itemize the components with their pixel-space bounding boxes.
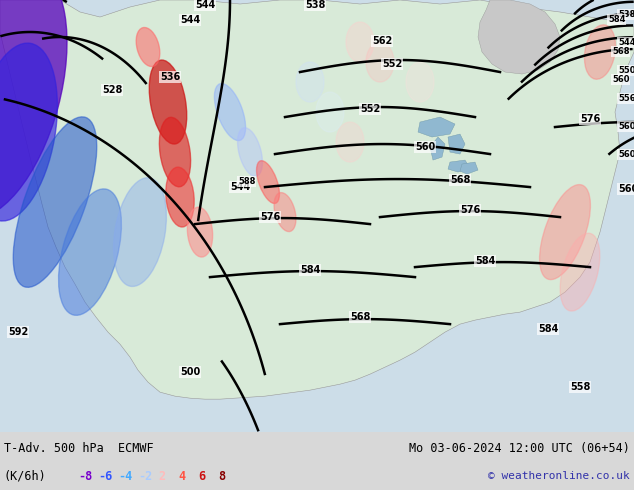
Ellipse shape (560, 233, 600, 311)
Ellipse shape (296, 62, 324, 102)
Text: 576: 576 (260, 212, 280, 222)
Text: 538: 538 (618, 10, 634, 19)
Ellipse shape (58, 189, 122, 316)
Text: 538: 538 (305, 0, 325, 10)
Ellipse shape (366, 42, 394, 82)
Polygon shape (478, 0, 560, 74)
Polygon shape (460, 162, 478, 174)
Text: 2: 2 (158, 469, 165, 483)
Ellipse shape (0, 0, 67, 219)
Polygon shape (418, 117, 455, 137)
Polygon shape (0, 0, 634, 399)
Ellipse shape (336, 122, 364, 162)
Text: 584: 584 (475, 256, 495, 266)
Text: 550: 550 (618, 66, 634, 75)
Text: 560: 560 (618, 184, 634, 194)
Ellipse shape (238, 128, 262, 176)
Text: -2: -2 (138, 469, 152, 483)
Ellipse shape (406, 62, 434, 102)
Ellipse shape (159, 117, 191, 187)
Text: 528: 528 (102, 85, 122, 95)
Text: 544: 544 (618, 38, 634, 47)
Text: 544: 544 (195, 0, 216, 10)
Text: 552: 552 (382, 59, 402, 69)
Text: 552: 552 (360, 104, 380, 114)
Text: 592: 592 (8, 327, 28, 337)
Text: -4: -4 (118, 469, 133, 483)
Polygon shape (448, 160, 470, 172)
Text: 568: 568 (350, 312, 370, 322)
Text: -8: -8 (78, 469, 93, 483)
Ellipse shape (113, 178, 166, 287)
Ellipse shape (346, 22, 374, 62)
Ellipse shape (214, 83, 245, 141)
Text: 556: 556 (618, 94, 634, 103)
Text: T-Adv. 500 hPa  ECMWF: T-Adv. 500 hPa ECMWF (4, 441, 153, 455)
Text: 560: 560 (618, 122, 634, 131)
Ellipse shape (188, 207, 212, 257)
Text: 576: 576 (580, 114, 600, 124)
Polygon shape (448, 134, 465, 154)
Ellipse shape (149, 60, 187, 144)
Text: 8: 8 (218, 469, 225, 483)
Text: Mo 03-06-2024 12:00 UTC (06+54): Mo 03-06-2024 12:00 UTC (06+54) (409, 441, 630, 455)
Text: 500: 500 (180, 367, 200, 377)
Text: 584: 584 (300, 265, 320, 275)
Text: 6: 6 (198, 469, 205, 483)
Text: 584: 584 (608, 15, 626, 24)
Text: 560: 560 (612, 75, 630, 84)
Text: 576: 576 (460, 205, 480, 215)
Text: 568: 568 (450, 175, 470, 185)
Text: 4: 4 (178, 469, 185, 483)
Text: 562: 562 (372, 36, 392, 46)
Ellipse shape (585, 25, 616, 79)
Text: © weatheronline.co.uk: © weatheronline.co.uk (488, 471, 630, 481)
Text: 558: 558 (570, 382, 590, 392)
Ellipse shape (316, 92, 344, 132)
Text: 584: 584 (538, 324, 559, 334)
Ellipse shape (0, 43, 58, 221)
Ellipse shape (540, 185, 590, 280)
Ellipse shape (257, 161, 280, 203)
Ellipse shape (166, 167, 194, 227)
Text: 588: 588 (238, 177, 256, 186)
Ellipse shape (13, 117, 97, 287)
Text: 544: 544 (230, 182, 250, 192)
Polygon shape (430, 137, 445, 160)
Ellipse shape (136, 27, 160, 67)
Text: (K/6h): (K/6h) (4, 469, 47, 483)
Ellipse shape (274, 193, 296, 232)
Text: 568: 568 (612, 47, 630, 56)
Text: 560: 560 (618, 150, 634, 159)
Text: 560: 560 (415, 142, 435, 152)
Text: 544: 544 (180, 15, 200, 25)
Text: 536: 536 (160, 72, 180, 82)
Text: -6: -6 (98, 469, 112, 483)
